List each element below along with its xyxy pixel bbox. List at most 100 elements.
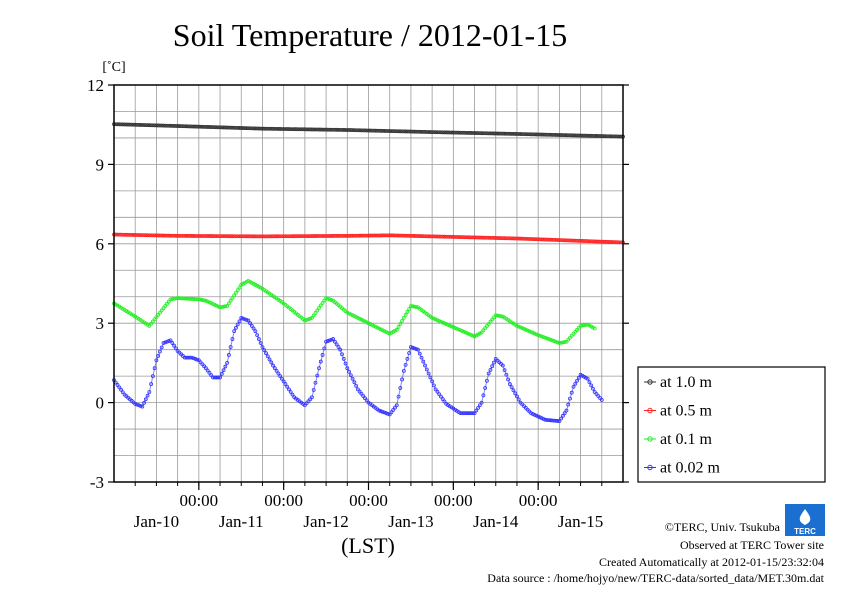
data-point bbox=[324, 127, 328, 132]
data-point bbox=[555, 133, 560, 137]
data-point bbox=[396, 324, 401, 329]
data-point bbox=[447, 234, 452, 239]
data-point bbox=[394, 403, 399, 408]
data-point bbox=[474, 235, 479, 240]
data-point bbox=[260, 234, 265, 239]
data-point bbox=[534, 332, 539, 337]
data-point bbox=[431, 130, 436, 135]
data-point bbox=[128, 232, 132, 237]
data-point bbox=[506, 377, 511, 382]
data-point bbox=[559, 416, 564, 421]
data-point bbox=[272, 126, 277, 131]
data-point bbox=[495, 313, 500, 318]
data-point bbox=[587, 133, 592, 138]
data-point bbox=[472, 131, 477, 135]
data-point bbox=[136, 403, 141, 408]
data-point bbox=[479, 400, 484, 405]
data-point bbox=[149, 321, 154, 326]
data-point bbox=[317, 127, 321, 132]
data-point bbox=[331, 337, 336, 341]
data-point bbox=[433, 387, 438, 392]
data-point bbox=[264, 234, 268, 239]
data-point bbox=[265, 354, 270, 359]
data-point bbox=[348, 128, 353, 132]
data-point bbox=[204, 366, 208, 371]
data-point bbox=[331, 127, 336, 132]
data-point bbox=[601, 134, 606, 139]
data-point bbox=[152, 233, 157, 238]
x-tick-time-label: 00:00 bbox=[349, 491, 388, 510]
data-point bbox=[193, 297, 198, 302]
data-point bbox=[189, 234, 194, 238]
data-point bbox=[225, 125, 230, 130]
data-point bbox=[516, 324, 521, 329]
data-point bbox=[119, 387, 123, 392]
data-point bbox=[453, 130, 458, 135]
data-point bbox=[562, 340, 567, 344]
data-point bbox=[414, 234, 419, 238]
data-point bbox=[352, 233, 357, 238]
data-point bbox=[497, 131, 502, 136]
data-point bbox=[387, 412, 392, 417]
data-point bbox=[225, 234, 230, 239]
data-point bbox=[211, 234, 215, 238]
data-point bbox=[525, 237, 530, 241]
data-point bbox=[249, 323, 254, 328]
data-point bbox=[483, 386, 488, 390]
data-point bbox=[120, 122, 125, 127]
data-point bbox=[269, 126, 274, 131]
data-point bbox=[218, 305, 222, 310]
data-point bbox=[329, 298, 334, 302]
data-point bbox=[403, 129, 408, 134]
data-point bbox=[548, 132, 553, 137]
data-point bbox=[456, 130, 461, 135]
data-point bbox=[324, 234, 328, 238]
data-point bbox=[225, 304, 230, 308]
data-point bbox=[483, 235, 488, 240]
data-point bbox=[515, 394, 519, 399]
data-point bbox=[350, 233, 355, 238]
data-point bbox=[209, 125, 214, 129]
data-point bbox=[188, 355, 192, 360]
data-point bbox=[525, 328, 530, 333]
data-point bbox=[172, 233, 176, 238]
data-point bbox=[172, 343, 176, 348]
data-point bbox=[239, 126, 244, 130]
x-tick-time-label: 00:00 bbox=[519, 491, 558, 510]
data-point bbox=[147, 233, 152, 238]
data-point bbox=[170, 341, 175, 345]
data-point bbox=[173, 124, 178, 128]
y-axis-unit-label: [˚C] bbox=[102, 60, 125, 75]
data-point bbox=[297, 127, 302, 132]
data-point bbox=[359, 391, 364, 396]
data-point bbox=[133, 233, 138, 237]
data-point bbox=[325, 234, 330, 238]
data-point bbox=[350, 376, 355, 381]
data-point bbox=[138, 404, 143, 408]
data-point bbox=[161, 341, 166, 345]
data-point bbox=[548, 337, 553, 342]
data-point bbox=[516, 397, 521, 402]
data-point bbox=[163, 340, 168, 345]
data-point bbox=[165, 233, 169, 238]
data-point bbox=[424, 234, 429, 239]
data-point bbox=[539, 334, 544, 339]
data-point bbox=[398, 233, 403, 238]
data-point bbox=[257, 126, 261, 131]
data-point bbox=[324, 296, 328, 300]
data-point bbox=[373, 233, 378, 238]
data-point bbox=[189, 297, 194, 301]
data-point bbox=[591, 239, 595, 244]
data-point bbox=[592, 134, 597, 138]
data-point bbox=[562, 411, 567, 416]
data-point bbox=[493, 313, 498, 318]
data-point bbox=[509, 385, 514, 390]
data-point bbox=[302, 127, 307, 132]
data-point bbox=[564, 238, 569, 243]
data-point bbox=[599, 239, 604, 244]
data-point bbox=[315, 373, 320, 378]
data-point bbox=[419, 234, 424, 239]
data-point bbox=[264, 351, 268, 356]
data-point bbox=[152, 317, 157, 322]
legend-box bbox=[637, 366, 826, 483]
